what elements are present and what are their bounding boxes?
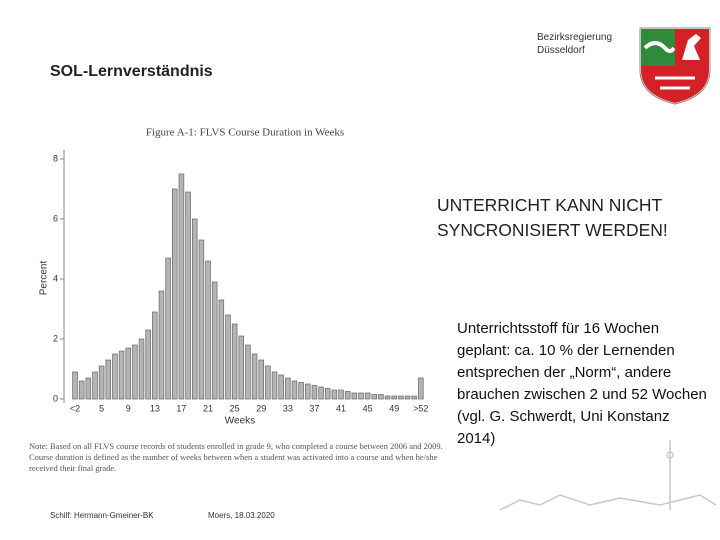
chart-note: Note: Based on all FLVS course records o… bbox=[29, 441, 443, 473]
bar bbox=[358, 392, 364, 400]
bar bbox=[271, 371, 278, 400]
x-axis-label: Weeks bbox=[225, 416, 255, 427]
bar bbox=[152, 311, 158, 400]
y-tick-label: 0 bbox=[53, 393, 58, 403]
org-name: Bezirksregierung bbox=[537, 32, 613, 43]
footer-center: Moers, 18.03.2020 bbox=[208, 511, 275, 520]
bar bbox=[311, 385, 318, 400]
bar bbox=[172, 188, 178, 400]
y-tick-label: 4 bbox=[53, 273, 58, 283]
bar bbox=[331, 389, 338, 400]
bar bbox=[225, 314, 231, 400]
bar bbox=[338, 389, 344, 400]
bar bbox=[132, 344, 138, 400]
bar bbox=[72, 371, 78, 400]
logo bbox=[639, 27, 711, 105]
slide-title: SOL-Lernverständnis bbox=[50, 63, 213, 80]
bar bbox=[291, 380, 298, 400]
bar bbox=[384, 395, 391, 400]
bar bbox=[98, 365, 105, 400]
x-tick-label: 13 bbox=[150, 403, 160, 413]
x-tick-label: 33 bbox=[283, 403, 293, 413]
bar bbox=[298, 382, 304, 400]
bar bbox=[245, 344, 251, 400]
bar bbox=[211, 281, 218, 400]
bar bbox=[218, 299, 225, 400]
bar bbox=[305, 383, 311, 400]
x-tick-label: 45 bbox=[363, 403, 373, 413]
org-city: Düsseldorf bbox=[537, 45, 585, 56]
y-tick-label: 2 bbox=[53, 333, 58, 343]
bar bbox=[411, 395, 417, 400]
headline: UNTERRICHT KANN NICHT SYNCRONISIERT WERD… bbox=[437, 195, 668, 240]
bar bbox=[185, 191, 191, 400]
y-tick-label: 6 bbox=[53, 213, 58, 223]
chart-title: Figure A-1: FLVS Course Duration in Week… bbox=[146, 127, 344, 139]
bar bbox=[78, 380, 85, 400]
bar bbox=[251, 353, 258, 400]
x-tick-label: 5 bbox=[99, 403, 104, 413]
bar bbox=[351, 392, 358, 400]
bar bbox=[198, 239, 205, 400]
bar bbox=[418, 377, 424, 400]
bar bbox=[398, 395, 404, 400]
bar bbox=[178, 173, 185, 400]
bar bbox=[265, 365, 271, 400]
x-tick-label: 25 bbox=[230, 403, 240, 413]
x-tick-label: >52 bbox=[413, 403, 428, 413]
x-tick-label: 9 bbox=[126, 403, 131, 413]
bar bbox=[145, 329, 151, 400]
bar bbox=[278, 374, 284, 400]
bar bbox=[205, 260, 211, 400]
bar bbox=[125, 347, 131, 400]
bar bbox=[158, 290, 165, 400]
bar bbox=[238, 335, 245, 400]
bar bbox=[105, 359, 112, 400]
bar bbox=[391, 395, 397, 400]
skyline-decoration bbox=[499, 440, 717, 511]
x-tick-label: 49 bbox=[389, 403, 399, 413]
x-tick-label: 17 bbox=[176, 403, 186, 413]
footer-left: Schilf: Hermann-Gmeiner-BK bbox=[50, 511, 154, 520]
bar bbox=[378, 394, 384, 400]
bar bbox=[318, 386, 324, 400]
bar bbox=[231, 323, 238, 400]
bar bbox=[138, 338, 145, 400]
bar bbox=[371, 394, 378, 400]
x-tick-label: 21 bbox=[203, 403, 213, 413]
x-tick-label: <2 bbox=[70, 403, 80, 413]
bar bbox=[258, 359, 264, 400]
bar bbox=[364, 392, 371, 400]
bar bbox=[404, 395, 411, 400]
bar bbox=[112, 353, 118, 400]
x-tick-label: 37 bbox=[309, 403, 319, 413]
x-tick-label: 29 bbox=[256, 403, 266, 413]
bar bbox=[324, 388, 331, 400]
bar bbox=[92, 371, 98, 400]
y-axis-label: Percent bbox=[39, 261, 50, 296]
bar bbox=[85, 377, 92, 400]
bar bbox=[344, 391, 351, 400]
y-tick-label: 8 bbox=[53, 153, 58, 163]
bar bbox=[285, 377, 291, 400]
bar bbox=[165, 257, 171, 400]
x-tick-label: 41 bbox=[336, 403, 346, 413]
bar bbox=[191, 218, 198, 400]
bar bbox=[118, 350, 125, 400]
body-text: Unterrichtsstoff für 16 Wochen geplant: … bbox=[457, 320, 707, 447]
